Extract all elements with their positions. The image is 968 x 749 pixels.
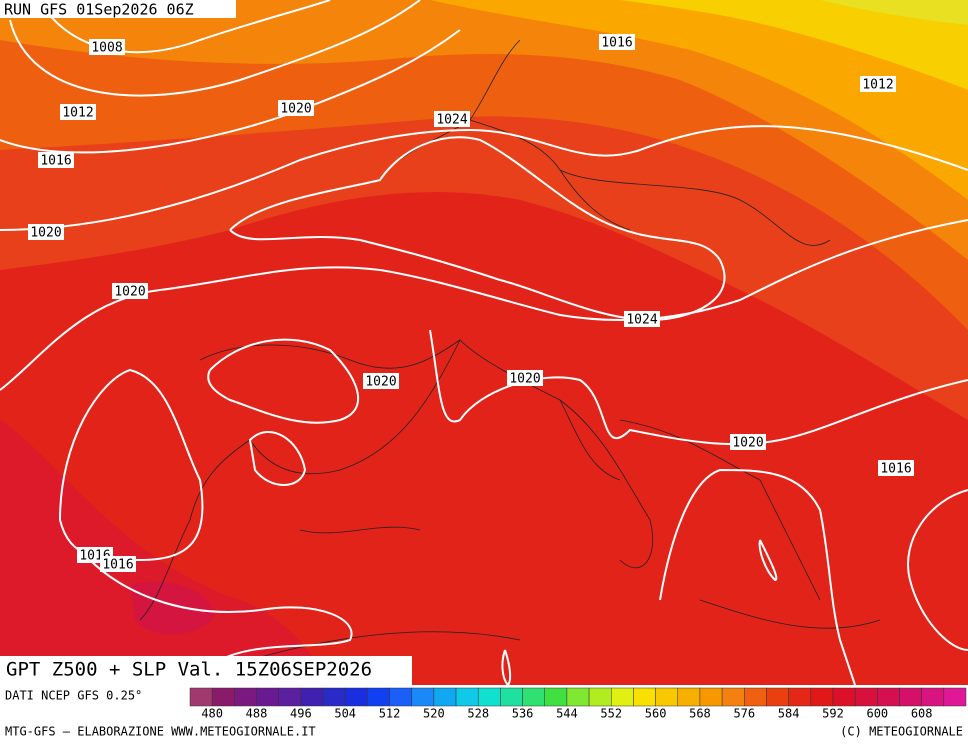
colorbar-cell (832, 687, 856, 707)
colorbar-cell (544, 687, 568, 707)
isobar-label: 1012 (62, 106, 93, 121)
isobar-label-box (60, 104, 96, 120)
colorbar-cell (566, 687, 590, 707)
isobar-label: 1020 (280, 102, 311, 117)
colorbar-cell (921, 687, 945, 707)
isobar-label: 1012 (862, 78, 893, 93)
colorbar-label: 528 (467, 707, 489, 721)
colorbar-cell (211, 687, 235, 707)
colorbar-label: 488 (246, 707, 268, 721)
isobar-label-box (28, 224, 64, 240)
isobar-label: 1020 (365, 375, 396, 390)
colorbar-label: 496 (290, 707, 312, 721)
colorbar-cell (677, 687, 701, 707)
isobar-label-box (100, 556, 136, 572)
colorbar-label: 592 (822, 707, 844, 721)
colorbar-cell (721, 687, 745, 707)
colorbar: 480 488 496 504 512 520 528 536 544 552 560 568 576 5… (189, 687, 967, 721)
colorbar-cell (788, 687, 812, 707)
colorbar-cell (810, 687, 834, 707)
colorbar-label: 576 (733, 707, 755, 721)
colorbar-label: 512 (379, 707, 401, 721)
colorbar-label: 568 (689, 707, 711, 721)
isobar-label-box (624, 311, 660, 327)
isobar-label: 1008 (91, 41, 122, 56)
colorbar-cell (943, 687, 967, 707)
colorbar-cell (699, 687, 723, 707)
isobar-label-box (363, 373, 399, 389)
isobar-label: 1020 (114, 285, 145, 300)
colorbar-label: 584 (778, 707, 800, 721)
colorbar-cell (744, 687, 767, 707)
colorbar-label: 600 (866, 707, 888, 721)
colorbar-cell (367, 687, 390, 707)
isobar-label: 1016 (601, 36, 632, 51)
isobar-label: 1024 (436, 113, 467, 128)
map-title: GPT Z500 + SLP Val. 15Z06SEP2026 (6, 659, 372, 681)
colorbar-cell (322, 687, 346, 707)
isobar-label-box (278, 100, 314, 116)
colorbar-cell (411, 687, 435, 707)
isobar-label: 1020 (509, 372, 540, 387)
isobar-label-box (860, 76, 896, 92)
isobar-label: 1016 (880, 462, 911, 477)
colorbar-label: 480 (201, 707, 223, 721)
colorbar-cell (234, 687, 257, 707)
title-box (0, 656, 412, 685)
isobar-label-box (38, 152, 74, 168)
colorbar-cell (256, 687, 279, 707)
run-box (0, 0, 236, 18)
isobar-label-box (878, 460, 914, 476)
colorbar-cell (278, 687, 302, 707)
colorbar-label: 544 (556, 707, 578, 721)
colorbar-cell (766, 687, 789, 707)
isobar-label: 1020 (30, 226, 61, 241)
isobar-label-box (507, 370, 543, 386)
colorbar-cell (455, 687, 479, 707)
colorbar-cell (877, 687, 900, 707)
colorbar-cell (477, 687, 501, 707)
colorbar-cell (189, 687, 213, 707)
footer-left: MTG-GFS — ELABORAZIONE WWW.METEOGIORNALE… (5, 725, 316, 739)
footer-right: (C) METEOGIORNALE (840, 725, 963, 739)
colorbar-cell (854, 687, 878, 707)
colorbar-cell (300, 687, 324, 707)
colorbar-label: 504 (334, 707, 356, 721)
colorbar-cell (655, 687, 679, 707)
isobar-label: 1016 (102, 558, 133, 573)
map-field (0, 0, 968, 685)
run-label: RUN GFS 01Sep2026 06Z (4, 1, 194, 19)
colorbar-label: 536 (512, 707, 534, 721)
colorbar-cell (433, 687, 457, 707)
source-label: DATI NCEP GFS 0.25° (5, 689, 142, 703)
colorbar-label: 560 (645, 707, 667, 721)
isobar-label-box (89, 39, 125, 55)
colorbar-label: 608 (911, 707, 933, 721)
colorbar-cell (588, 687, 612, 707)
isobar-label-box (599, 34, 635, 50)
isobar-label: 1016 (40, 154, 71, 169)
isobar-label: 1020 (732, 436, 763, 451)
isobar-label-box (434, 111, 470, 127)
isobar-label: 1024 (626, 313, 657, 328)
isobar-labels: 1008 1016 1012 1012 1020 1024 1016 1020 1020 1024… (28, 34, 914, 573)
colorbar-cell (899, 687, 922, 707)
colorbar-label: 520 (423, 707, 445, 721)
colorbar-cell (633, 687, 656, 707)
colorbar-cell (500, 687, 523, 707)
isobar-label-box (730, 434, 766, 450)
colorbar-cell (344, 687, 368, 707)
colorbar-cell (522, 687, 545, 707)
colorbar-label: 552 (600, 707, 622, 721)
isobar-label-box (112, 283, 148, 299)
colorbar-cell (611, 687, 634, 707)
colorbar-cell (389, 687, 412, 707)
